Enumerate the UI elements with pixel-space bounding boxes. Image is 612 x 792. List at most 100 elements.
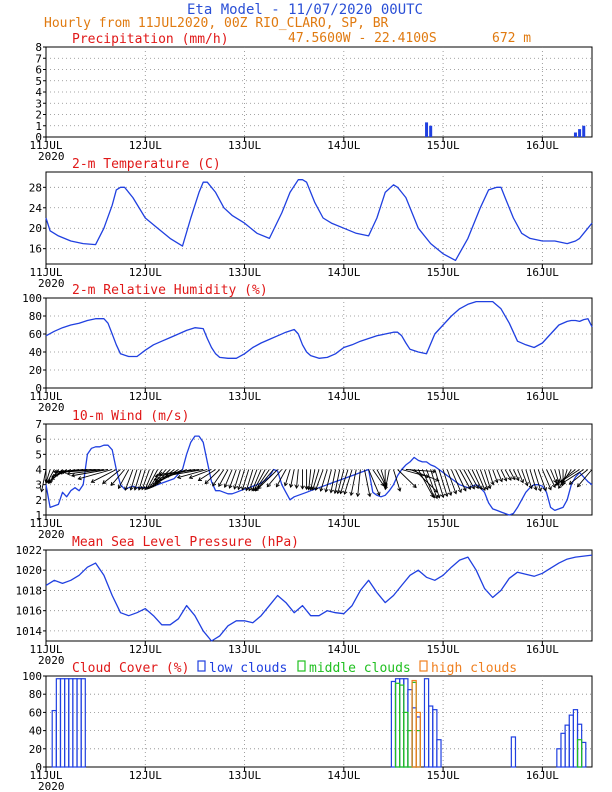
pressure-line bbox=[45, 554, 593, 642]
cloud-title: Cloud Cover (%) bbox=[72, 661, 189, 676]
temp-year-label: 2020 bbox=[38, 277, 65, 290]
wind-vector-head bbox=[55, 469, 60, 474]
pressure-ytick-label: 1018 bbox=[16, 584, 43, 597]
temp-title: 2-m Temperature (C) bbox=[72, 157, 221, 172]
wind-vector bbox=[284, 469, 291, 486]
wind-vector bbox=[384, 469, 390, 490]
wind-vector-head bbox=[324, 488, 329, 493]
precip-ytick-label: 4 bbox=[35, 86, 42, 99]
wind-vector-head bbox=[254, 487, 259, 492]
station-coords: 47.5600W - 22.4100S bbox=[288, 31, 437, 46]
wind-xtick-label: 11JUL bbox=[29, 517, 62, 530]
pressure-xtick-label: 16JUL bbox=[526, 643, 559, 656]
wind-vector bbox=[257, 469, 278, 489]
wind-vector bbox=[165, 469, 204, 477]
wind-vector-head bbox=[319, 487, 324, 492]
wind-vector-head bbox=[47, 479, 52, 484]
precip-bar bbox=[573, 132, 577, 137]
cloud-low-bar bbox=[399, 678, 405, 768]
precip-xtick-label: 16JUL bbox=[526, 139, 559, 152]
wind-vector-head bbox=[490, 481, 495, 486]
wind-vector-head bbox=[53, 469, 58, 474]
wind-vector bbox=[357, 469, 361, 497]
precip-xtick-label: 12JUL bbox=[129, 139, 162, 152]
rh-ytick-label: 0 bbox=[35, 382, 42, 395]
wind-vector-head bbox=[275, 483, 280, 488]
wind-vector bbox=[233, 469, 241, 490]
wind-vector bbox=[124, 469, 134, 491]
precip-bar bbox=[582, 125, 586, 137]
wind-vector bbox=[118, 469, 130, 489]
wind-vector-head bbox=[314, 486, 319, 491]
wind-vector bbox=[67, 469, 104, 475]
precip-ytick-label: 6 bbox=[35, 64, 42, 77]
temp-xtick-label: 12JUL bbox=[129, 266, 162, 279]
wind-xtick-label: 14JUL bbox=[327, 517, 360, 530]
rh-xtick-label: 11JUL bbox=[29, 390, 62, 403]
wind-vector-head bbox=[440, 493, 445, 499]
wind-vector bbox=[212, 469, 225, 487]
wind-vector bbox=[562, 469, 584, 484]
wind-vector-head bbox=[237, 485, 242, 491]
pressure-xtick-label: 14JUL bbox=[327, 643, 360, 656]
wind-ytick-label: 6 bbox=[35, 433, 42, 446]
wind-vector bbox=[308, 469, 312, 490]
cloud-frame bbox=[45, 675, 593, 768]
wind-vector-head bbox=[266, 483, 271, 488]
wind-vector bbox=[421, 469, 435, 498]
wind-xtick-label: 12JUL bbox=[129, 517, 162, 530]
wind-vector-head bbox=[524, 481, 529, 487]
wind-ytick-label: 2 bbox=[35, 494, 42, 507]
wind-vector-head bbox=[339, 490, 344, 495]
wind-vector bbox=[442, 469, 452, 496]
precip-ytick-label: 5 bbox=[35, 75, 42, 88]
cloud-low-bar bbox=[564, 724, 570, 768]
wind-vector-head bbox=[140, 486, 146, 491]
wind-vector bbox=[488, 469, 494, 485]
wind-vector-head bbox=[102, 480, 107, 485]
wind-vector-head bbox=[537, 487, 543, 492]
wind-vector bbox=[78, 469, 113, 480]
wind-vector-head bbox=[77, 476, 82, 481]
wind-vector bbox=[521, 469, 528, 486]
wind-vector-head bbox=[355, 492, 361, 498]
precip-ytick-label: 0 bbox=[35, 131, 42, 144]
legend-label-0: low clouds bbox=[209, 661, 287, 676]
pressure-xtick-label: 13JUL bbox=[228, 643, 261, 656]
wind-ytick-label: 4 bbox=[35, 464, 42, 477]
cloud-middle-bar bbox=[576, 739, 583, 768]
wind-vector-head bbox=[542, 487, 548, 492]
cloud-low-bar bbox=[76, 678, 82, 768]
wind-vector bbox=[134, 469, 142, 491]
wind-vector bbox=[248, 469, 258, 491]
legend-swatch-2 bbox=[419, 660, 428, 672]
wind-vector bbox=[401, 469, 429, 478]
wind-vector-head bbox=[233, 485, 238, 490]
wind-vector-head bbox=[503, 477, 508, 482]
wind-vector bbox=[41, 469, 47, 492]
rh-xtick-label: 12JUL bbox=[129, 390, 162, 403]
legend-swatch-1 bbox=[297, 660, 306, 672]
wind-vector-head bbox=[212, 482, 217, 487]
cloud-xtick-label: 16JUL bbox=[526, 769, 559, 782]
wind-vector-head bbox=[197, 477, 203, 481]
wind-vector-head bbox=[494, 478, 499, 484]
wind-vector-head bbox=[129, 486, 134, 491]
wind-vector bbox=[71, 469, 109, 477]
cloud-ytick-label: 0 bbox=[35, 761, 42, 774]
pressure-xtick-label: 15JUL bbox=[427, 643, 460, 656]
wind-vector bbox=[204, 469, 221, 484]
wind-vector bbox=[417, 469, 434, 498]
wind-vector-head bbox=[154, 478, 159, 483]
wind-xtick-label: 16JUL bbox=[526, 517, 559, 530]
wind-vector-head bbox=[551, 483, 556, 489]
temp-xtick-label: 11JUL bbox=[29, 266, 62, 279]
wind-vector bbox=[508, 469, 516, 480]
wind-vector bbox=[141, 469, 150, 490]
rh-ytick-label: 20 bbox=[29, 364, 42, 377]
wind-vector-head bbox=[478, 485, 483, 491]
wind-vector-head bbox=[188, 475, 193, 480]
precip-xtick-label: 11JUL bbox=[29, 139, 62, 152]
wind-vector-head bbox=[448, 491, 453, 497]
